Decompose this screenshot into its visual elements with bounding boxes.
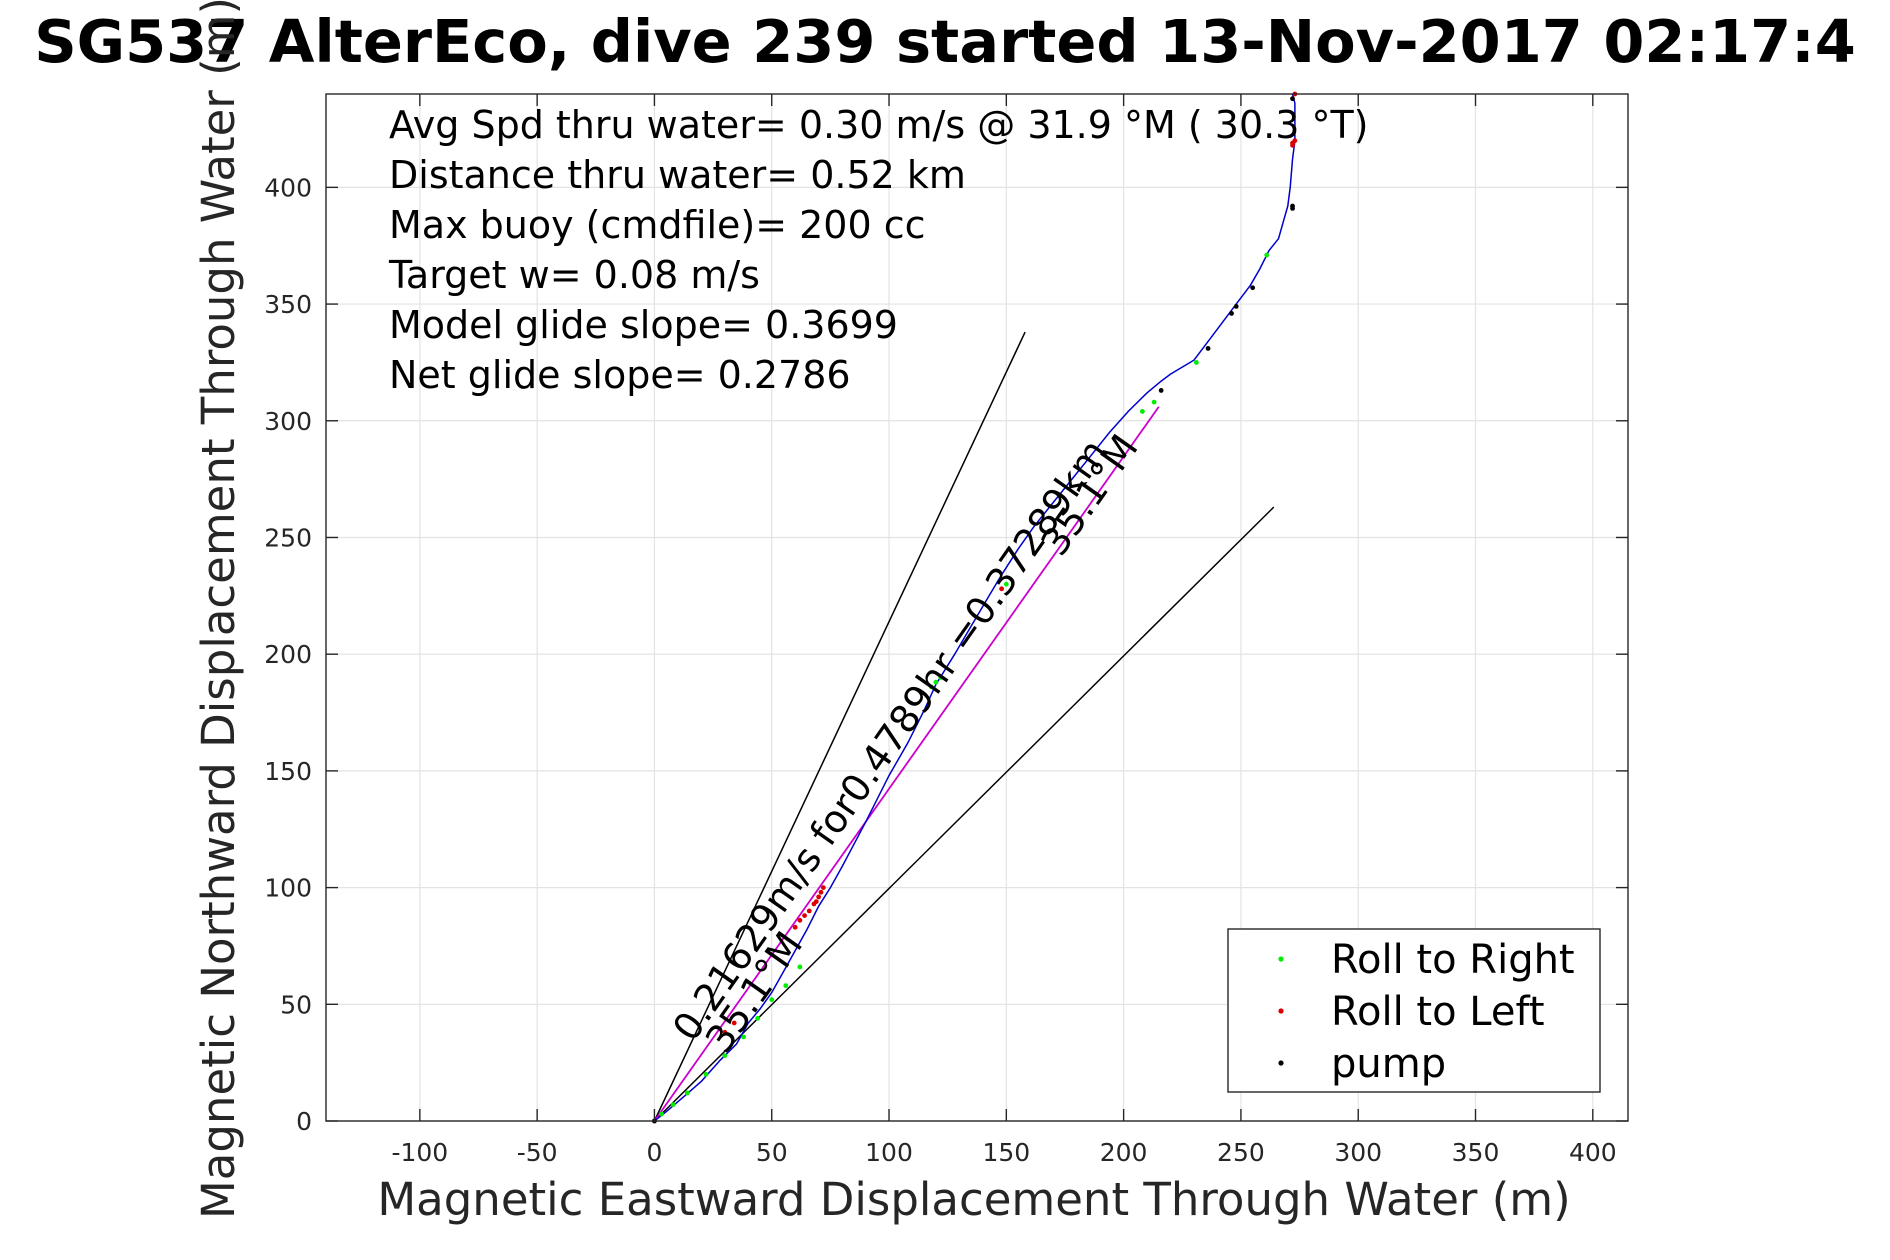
plot-frame <box>325 93 1629 1122</box>
point-roll-to-left <box>806 908 812 914</box>
axis-ticks: -100 -50 0 50 100 150 200 250 300 350 400 0 50 100 150… <box>264 94 1628 1167</box>
point-roll-to-left <box>802 913 807 918</box>
x-tick-label: 250 <box>1217 1138 1265 1167</box>
point-roll-to-right <box>933 679 939 685</box>
reference-line-envelope-left <box>653 331 1026 1122</box>
y-tick-label: 100 <box>264 874 312 903</box>
point-pump <box>1250 285 1256 291</box>
x-tick-label: 200 <box>1100 1138 1148 1167</box>
point-roll-to-right <box>928 684 934 690</box>
y-tick-label: 300 <box>264 407 312 436</box>
info-line: Net glide slope= 0.2786 <box>389 353 851 397</box>
x-tick-label: 0 <box>646 1138 662 1167</box>
legend-marker <box>1278 1008 1284 1014</box>
point-roll-to-left <box>818 889 824 895</box>
y-axis-label: Magnetic Northward Displacement Through … <box>192 0 245 1219</box>
chart-title: SG537 AlterEco, dive 239 started 13-Nov-… <box>34 7 1856 76</box>
point-roll-to-left <box>820 885 826 890</box>
info-line: Avg Spd thru water= 0.30 m/s @ 31.9 °M (… <box>389 103 1369 147</box>
point-roll-to-left <box>792 924 798 930</box>
legend-marker <box>1278 956 1284 962</box>
info-line: Max buoy (cmdfile)= 200 cc <box>389 203 926 247</box>
info-line: Distance thru water= 0.52 km <box>389 153 966 197</box>
legend: Roll to Right Roll to Left pump <box>1227 928 1601 1093</box>
point-roll-to-right <box>659 1111 664 1117</box>
point-roll-to-right <box>722 1053 728 1059</box>
y-tick-label: 150 <box>264 757 312 786</box>
legend-label: pump <box>1331 1041 1446 1087</box>
x-tick-label: 350 <box>1452 1138 1500 1167</box>
x-tick-label: 50 <box>756 1138 788 1167</box>
y-tick-label: 400 <box>264 173 312 202</box>
point-roll-to-right <box>1264 252 1270 258</box>
point-roll-to-left <box>797 917 803 923</box>
x-tick-label: 400 <box>1569 1138 1617 1167</box>
point-roll-to-right <box>769 997 775 1003</box>
point-roll-to-right <box>797 964 803 970</box>
point-roll-to-left <box>816 894 822 900</box>
point-roll-to-right <box>755 1015 761 1021</box>
point-roll-to-right <box>684 1090 690 1096</box>
point-roll-to-left <box>1292 138 1298 144</box>
point-roll-to-left <box>813 899 819 904</box>
x-tick-label: 300 <box>1334 1138 1382 1167</box>
x-tick-label: 150 <box>982 1138 1030 1167</box>
point-roll-to-left <box>731 1020 737 1026</box>
y-tick-label: 200 <box>264 640 312 669</box>
point-pump <box>1290 96 1295 102</box>
net-displacement-line <box>653 406 1160 1122</box>
info-line: Target w= 0.08 m/s <box>388 253 760 297</box>
legend-marker <box>1278 1060 1284 1066</box>
point-roll-to-left <box>999 586 1005 592</box>
point-pump <box>1233 304 1239 309</box>
track-line <box>653 93 1296 1122</box>
point-pump <box>1290 203 1295 209</box>
point-roll-to-left <box>722 1029 728 1035</box>
point-pump <box>1229 311 1234 316</box>
point-roll-to-right <box>670 1102 676 1108</box>
x-tick-label: 100 <box>865 1138 913 1167</box>
legend-box <box>1227 928 1601 1093</box>
point-pump <box>1158 388 1164 393</box>
legend-label: Roll to Left <box>1331 989 1545 1035</box>
x-axis-label: Magnetic Eastward Displacement Through W… <box>377 1173 1570 1226</box>
annotations: 0.21629m/s for0.4789hr =0.37289km35.1°M3… <box>664 427 1147 1061</box>
x-tick-label: -100 <box>391 1138 448 1167</box>
point-roll-to-right <box>1151 399 1157 405</box>
info-line: Model glide slope= 0.3699 <box>389 303 898 347</box>
plot-data <box>652 91 1298 1124</box>
point-roll-to-right <box>1003 581 1009 587</box>
point-roll-to-right <box>938 675 944 680</box>
y-tick-label: 50 <box>280 990 312 1019</box>
point-roll-to-right <box>703 1071 709 1077</box>
point-pump <box>1205 346 1211 351</box>
y-tick-label: 350 <box>264 290 312 319</box>
point-roll-to-right <box>741 1034 746 1040</box>
point-roll-to-right <box>1193 360 1199 365</box>
point-roll-to-right <box>1139 409 1145 414</box>
legend-label: Roll to Right <box>1331 937 1575 983</box>
point-roll-to-right <box>783 983 789 989</box>
y-tick-label: 0 <box>296 1107 312 1136</box>
y-tick-label: 250 <box>264 523 312 552</box>
info-text-block: Avg Spd thru water= 0.30 m/s @ 31.9 °M (… <box>388 103 1369 397</box>
x-tick-label: -50 <box>517 1138 558 1167</box>
